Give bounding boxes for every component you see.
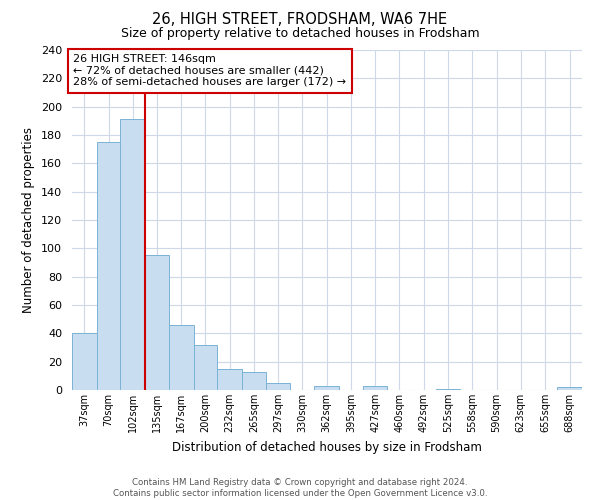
X-axis label: Distribution of detached houses by size in Frodsham: Distribution of detached houses by size … — [172, 440, 482, 454]
Bar — [557, 387, 582, 390]
Text: 26 HIGH STREET: 146sqm
← 72% of detached houses are smaller (442)
28% of semi-de: 26 HIGH STREET: 146sqm ← 72% of detached… — [73, 54, 347, 88]
Bar — [314, 386, 339, 390]
Bar — [72, 334, 97, 390]
Bar — [217, 369, 242, 390]
Bar — [436, 388, 460, 390]
Bar — [121, 120, 145, 390]
Bar — [194, 344, 217, 390]
Text: Contains HM Land Registry data © Crown copyright and database right 2024.
Contai: Contains HM Land Registry data © Crown c… — [113, 478, 487, 498]
Text: Size of property relative to detached houses in Frodsham: Size of property relative to detached ho… — [121, 28, 479, 40]
Bar — [97, 142, 121, 390]
Bar — [363, 386, 388, 390]
Text: 26, HIGH STREET, FRODSHAM, WA6 7HE: 26, HIGH STREET, FRODSHAM, WA6 7HE — [152, 12, 448, 28]
Bar — [145, 256, 169, 390]
Y-axis label: Number of detached properties: Number of detached properties — [22, 127, 35, 313]
Bar — [266, 383, 290, 390]
Bar — [169, 325, 194, 390]
Bar — [242, 372, 266, 390]
